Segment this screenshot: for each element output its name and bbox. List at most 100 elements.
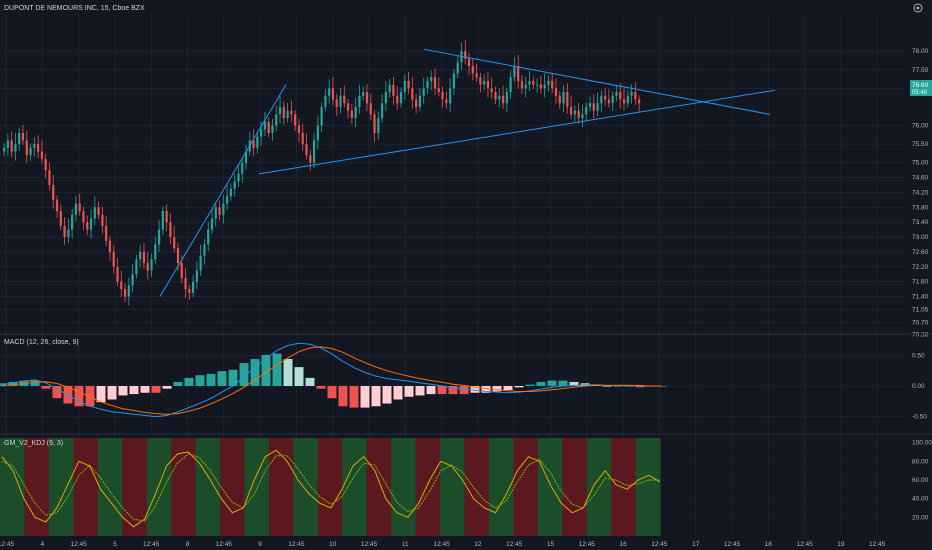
macd-histogram-bar — [8, 381, 18, 386]
candle-down — [634, 92, 637, 100]
macd-histogram-bar — [184, 377, 194, 386]
macd-histogram-bar — [613, 386, 623, 387]
candle-down — [392, 84, 395, 96]
time-tick-label: 5 — [113, 541, 117, 548]
candle-up — [207, 229, 210, 245]
macd-pane[interactable] — [0, 342, 667, 418]
candle-up — [210, 218, 214, 230]
time-axis[interactable]: 12:45 4 12:45 5 12:45 8 12:45 9 12:45 10 12:45 11 12… — [0, 541, 886, 548]
candle-down — [475, 73, 478, 78]
time-tick-label: 9 — [258, 541, 262, 548]
macd-histogram-bar — [382, 386, 392, 404]
candle-down — [638, 99, 641, 104]
trendline[interactable] — [423, 48, 771, 115]
candle-up — [33, 144, 36, 148]
price-scale-settings-icon[interactable] — [913, 3, 923, 13]
price-tick-label: 71.05 — [912, 307, 929, 314]
candle-down — [188, 289, 191, 293]
trendline[interactable] — [258, 89, 776, 175]
macd-histogram-bar — [437, 386, 447, 395]
macd-histogram-bar — [206, 373, 216, 386]
candle-up — [74, 203, 78, 215]
candle-down — [346, 103, 350, 111]
candle-up — [316, 125, 319, 141]
candle-down — [78, 203, 81, 212]
macd-histogram-bar — [140, 386, 150, 393]
candle-down — [467, 58, 471, 67]
trendline[interactable] — [159, 84, 287, 297]
candle-down — [607, 99, 610, 104]
macd-histogram-bar — [151, 386, 161, 393]
candle-up — [271, 125, 274, 133]
candle-up — [260, 129, 263, 137]
trendlines[interactable] — [159, 48, 776, 297]
candle-down — [350, 110, 353, 119]
price-tick-label: 73.00 — [912, 234, 929, 241]
candle-up — [278, 106, 282, 115]
macd-axis[interactable]: 0.50 0.00 -0.50 — [912, 352, 927, 420]
candle-up — [585, 106, 588, 115]
candle-up — [139, 251, 142, 260]
candle-down — [63, 225, 66, 238]
candle-down — [441, 92, 444, 100]
time-tick-label: 15 — [547, 541, 555, 548]
candle-up — [354, 106, 357, 119]
macd-histogram-bar — [228, 369, 238, 386]
candle-up — [581, 114, 584, 119]
candle-up — [362, 92, 365, 96]
macd-histogram-bar — [635, 386, 645, 388]
time-tick-label: 12:45 — [0, 541, 15, 548]
candle-down — [539, 84, 542, 89]
macd-histogram-bar — [52, 386, 62, 399]
candle-down — [48, 170, 51, 186]
candle-up — [547, 80, 550, 85]
candle-up — [256, 136, 259, 148]
macd-tick-label: -0.50 — [912, 414, 927, 421]
candle-up — [131, 274, 134, 286]
kdj-bear-band — [171, 438, 197, 536]
price-axis[interactable]: 78.0077.5077.0076.0075.5075.0074.6074.20… — [912, 48, 929, 338]
candle-down — [309, 155, 312, 163]
kdj-bull-band — [195, 438, 221, 536]
candle-up — [596, 103, 599, 111]
kdj-bear-band — [464, 438, 490, 536]
candle-up — [430, 77, 433, 81]
candle-up — [611, 95, 614, 104]
kdj-pane[interactable] — [0, 438, 661, 536]
candle-up — [275, 114, 278, 126]
kdj-tick-label: 40.00 — [912, 496, 929, 503]
candle-down — [112, 251, 115, 267]
candle-up — [600, 95, 603, 104]
kdj-bull-band — [342, 438, 368, 536]
price-tick-label: 75.00 — [912, 160, 929, 167]
kdj-axis[interactable]: 100.00 80.00 60.00 40.00 20.00 — [912, 440, 932, 522]
price-tick-label: 74.20 — [912, 189, 929, 196]
macd-histogram-bar — [107, 386, 117, 400]
time-tick-label: 19 — [837, 541, 845, 548]
candle-up — [456, 62, 459, 74]
time-tick-label: 12:45 — [433, 541, 450, 548]
candle-down — [10, 140, 13, 152]
time-tick-label: 8 — [186, 541, 190, 548]
kdj-bear-band — [562, 438, 588, 536]
macd-histogram-bar — [547, 380, 557, 386]
symbol-title: DUPONT DE NEMOURS INC, 15, Cboe BZX — [4, 5, 145, 12]
price-tick-label: 72.20 — [912, 264, 929, 271]
candle-up — [214, 207, 217, 219]
candle-down — [604, 95, 607, 100]
macd-histogram-bar — [558, 380, 568, 386]
kdj-bull-band — [391, 438, 417, 536]
time-tick-label: 16 — [619, 541, 627, 548]
kdj-tick-label: 60.00 — [912, 477, 929, 484]
time-tick-label: 12 — [474, 541, 482, 548]
candle-down — [396, 95, 399, 104]
price-pane[interactable] — [3, 40, 641, 306]
macd-histogram-bar — [371, 386, 381, 407]
candle-up — [3, 147, 6, 152]
time-tick-label: 12:45 — [506, 541, 523, 548]
candle-up — [324, 95, 327, 107]
candle-down — [501, 95, 505, 104]
candle-down — [105, 225, 108, 241]
macd-histogram-bar — [305, 377, 315, 386]
